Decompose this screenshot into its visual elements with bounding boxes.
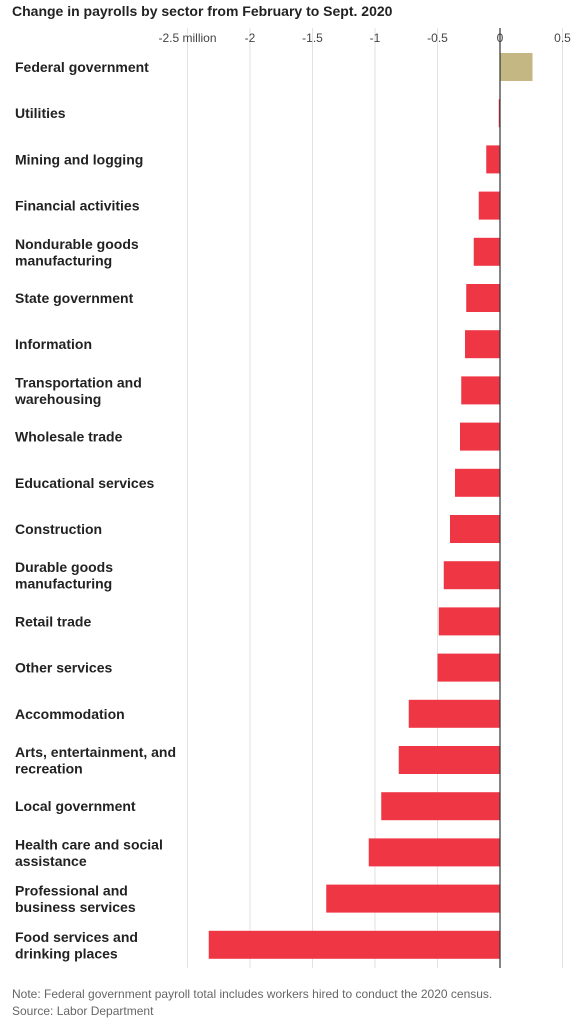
bar (398, 746, 500, 774)
bar (466, 284, 500, 312)
category-label-line: assistance (15, 853, 87, 869)
category-label-line: Accommodation (15, 706, 125, 722)
category-label: State government (15, 290, 134, 306)
category-label: Construction (15, 521, 102, 537)
category-label-line: Arts, entertainment, and (15, 744, 176, 760)
x-tick-label: -2 (245, 31, 256, 45)
bar (438, 607, 500, 636)
category-label-line: manufacturing (15, 252, 112, 268)
category-label: Professional and business services (15, 883, 136, 916)
x-tick-label: -1 (370, 31, 381, 45)
x-axis-ticks: -2.5 million-2-1.5-1-0.500.5 (158, 31, 571, 45)
category-label: Nondurable goods manufacturing (15, 236, 139, 268)
category-label-line: Health care and social (15, 836, 163, 852)
bar (461, 376, 500, 405)
category-label: Other services (15, 660, 112, 676)
bar-chart: -2.5 million-2-1.5-1-0.500.5 Federal gov… (14, 28, 571, 968)
bar (208, 930, 500, 959)
category-labels: Federal government Utilities Mining and lo… (14, 59, 176, 961)
footer-note: Note: Federal government payroll total i… (12, 987, 493, 1001)
chart-title: Change in payrolls by sector from Februa… (12, 3, 393, 19)
category-label-line: drinking places (15, 945, 118, 961)
footer-source: Source: Labor Department (12, 1004, 154, 1018)
category-label-line: Wholesale trade (15, 429, 123, 445)
x-tick-label: -0.5 (427, 31, 448, 45)
category-label-line: recreation (15, 761, 83, 777)
category-label-line: Food services and (15, 929, 138, 945)
bar (473, 237, 500, 266)
category-label-line: Durable goods (15, 559, 113, 575)
category-label-line: State government (15, 290, 134, 306)
category-label: Federal government (15, 59, 149, 75)
x-tick-label: -2.5 million (158, 31, 216, 45)
category-label: Information (15, 336, 92, 352)
bar (437, 653, 500, 682)
bar (368, 838, 500, 867)
category-label: Financial activities (15, 198, 140, 214)
category-label-line: manufacturing (15, 576, 112, 592)
category-label: Retail trade (15, 613, 91, 629)
category-label-line: Financial activities (15, 198, 140, 214)
bar (455, 468, 500, 497)
category-label-line: Professional and (15, 883, 128, 899)
category-label: Durable goods manufacturing (15, 559, 113, 592)
bar (478, 191, 500, 220)
category-label-line: Educational services (15, 475, 155, 491)
category-label: Arts, entertainment, and recreation (15, 744, 176, 777)
bar (450, 515, 500, 543)
category-label-line: Utilities (15, 105, 66, 121)
category-label: Educational services (15, 475, 155, 491)
category-label-line: warehousing (14, 391, 101, 407)
bar (460, 422, 500, 451)
category-label: Food services and drinking places (15, 929, 138, 962)
bar (408, 699, 500, 728)
x-tick-label: -1.5 (302, 31, 323, 45)
category-label: Local government (15, 798, 136, 814)
category-label-line: Construction (15, 521, 102, 537)
category-label-line: Retail trade (15, 613, 91, 629)
category-label-line: Other services (15, 660, 112, 676)
category-label-line: business services (15, 899, 136, 915)
bar (326, 884, 500, 913)
bar (381, 792, 500, 821)
bar (486, 145, 500, 174)
category-label-line: Mining and logging (15, 151, 143, 167)
category-label: Wholesale trade (15, 429, 123, 445)
bar (465, 330, 500, 359)
gridlines (187, 28, 563, 968)
category-label: Utilities (15, 105, 66, 121)
footer: Note: Federal government payroll total i… (12, 986, 492, 1020)
bar (443, 561, 500, 590)
category-label-line: Transportation and (15, 374, 142, 390)
category-label: Mining and logging (15, 151, 143, 167)
category-label: Accommodation (15, 706, 125, 722)
category-label-line: Nondurable goods (15, 236, 139, 252)
bars (208, 53, 533, 959)
category-label-line: Federal government (15, 59, 149, 75)
bar (500, 53, 533, 81)
category-label-line: Information (15, 336, 92, 352)
category-label: Health care and social assistance (15, 836, 163, 869)
x-tick-label: 0.5 (554, 31, 571, 45)
category-label: Transportation and warehousing (14, 374, 142, 407)
category-label-line: Local government (15, 798, 136, 814)
